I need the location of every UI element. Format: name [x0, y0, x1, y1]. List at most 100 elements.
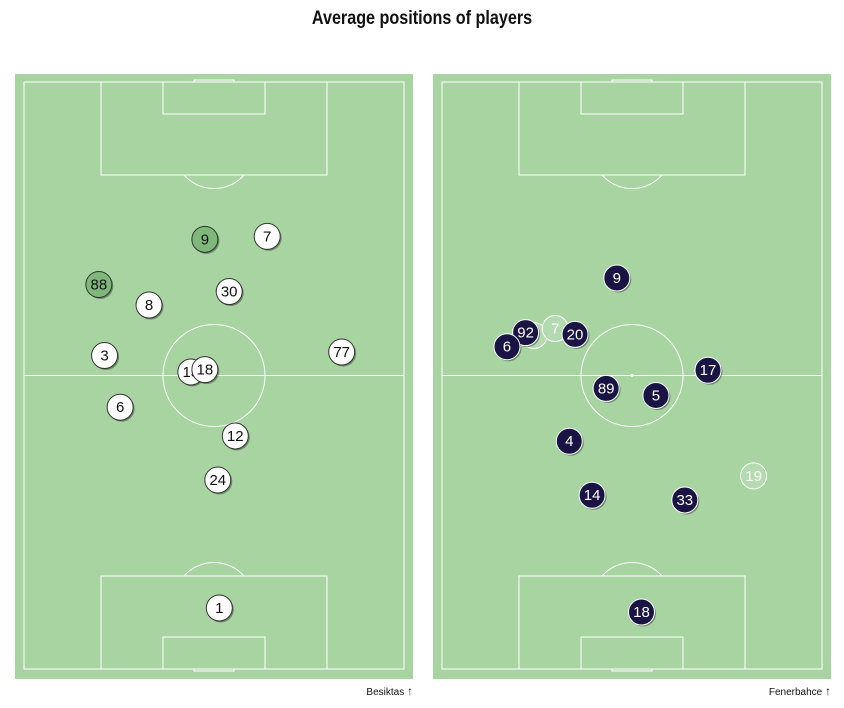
goal-area-top	[580, 81, 684, 115]
team-caption-fenerbahce: Fenerbahce ↑	[769, 684, 831, 698]
player-number: 18	[197, 362, 214, 379]
center-circle	[580, 324, 684, 427]
team-name-label: Besiktas	[366, 687, 405, 698]
marker-circle	[694, 356, 722, 384]
marker-circle	[204, 466, 232, 494]
player-marker-18: 18	[191, 356, 220, 385]
player-number: 33	[676, 492, 693, 509]
player-number: 9	[201, 231, 209, 248]
player-number: 7	[551, 321, 559, 338]
marker-circle	[328, 338, 356, 366]
penalty-box-top	[100, 81, 328, 176]
player-marker-18: 18	[628, 598, 656, 627]
pitch-lines	[441, 79, 823, 672]
player-marker-9: 9	[191, 225, 220, 254]
penalty-arc-top	[183, 174, 245, 189]
player-marker-6: 6	[106, 393, 135, 422]
player-marker-89: 89	[592, 374, 621, 403]
goal-area-bottom	[162, 636, 266, 670]
center-circle	[162, 324, 266, 427]
player-markers: 9879220617895419143318	[493, 264, 768, 627]
player-number: 4	[565, 433, 573, 450]
marker-circle	[592, 374, 620, 402]
player-number: 3	[100, 348, 108, 365]
marker-circle	[561, 320, 589, 348]
player-marker-5: 5	[642, 381, 671, 410]
player-number: 30	[221, 284, 238, 301]
goal-top	[611, 79, 653, 83]
marker-circle	[253, 222, 281, 250]
marker-circle	[671, 486, 699, 514]
player-number: 88	[91, 277, 108, 294]
chart-title: Average positions of players	[311, 8, 533, 29]
marker-circle	[215, 278, 243, 306]
team-name-label: Fenerbahce	[768, 687, 823, 698]
penalty-arc-top	[601, 174, 663, 189]
penalty-box-bottom	[100, 575, 328, 670]
player-number: 77	[333, 344, 350, 361]
marker-circle	[740, 462, 768, 490]
player-number: 1	[215, 600, 223, 617]
player-number: 12	[227, 428, 244, 445]
player-marker-8: 8	[135, 291, 164, 320]
penalty-arc-bottom	[183, 562, 245, 577]
pitch-fenerbahce: 9879220617895419143318	[433, 74, 831, 679]
player-number: 19	[745, 468, 762, 485]
marker-circle	[493, 333, 521, 361]
marker-circle	[91, 342, 119, 370]
marker-circle	[205, 594, 233, 622]
player-number: 8	[145, 297, 153, 314]
team-caption-besiktas: Besiktas ↑	[366, 684, 413, 698]
penalty-arc-bottom	[601, 562, 663, 577]
pitch-besiktas: 9 7 88 30 8 3 77 13 18 6 12 24 1	[15, 74, 413, 679]
player-marker-30: 30	[215, 278, 244, 307]
player-number: 18	[633, 604, 650, 621]
player-marker-4: 4	[555, 427, 584, 456]
goal-bottom	[611, 668, 653, 672]
player-number: 9	[613, 270, 621, 287]
marker-circle	[191, 225, 219, 253]
player-marker-7: 7	[253, 222, 282, 251]
marker-circle	[642, 381, 670, 409]
goal-bottom	[193, 668, 235, 672]
player-marker-17: 17	[694, 356, 723, 385]
player-marker-6: 6	[493, 333, 522, 362]
marker-circle	[555, 427, 583, 455]
player-marker-77: 77	[328, 338, 357, 367]
penalty-box-bottom	[518, 575, 746, 670]
marker-circle	[135, 291, 163, 319]
player-number: 20	[567, 326, 584, 343]
marker-circle	[106, 393, 134, 421]
player-number: 17	[700, 362, 717, 379]
marker-circle	[512, 319, 540, 347]
player-marker-33: 33	[671, 486, 700, 515]
marker-circle	[603, 264, 631, 292]
player-number: 5	[652, 387, 660, 404]
player-marker-12: 12	[221, 422, 250, 451]
player-number: 6	[503, 339, 511, 356]
goal-area-bottom	[580, 636, 684, 670]
player-number: 6	[116, 399, 124, 416]
marker-circle	[578, 481, 606, 509]
player-marker-88: 88	[85, 271, 114, 300]
arrow-up-icon: ↑	[407, 684, 413, 698]
player-marker-19: 19	[740, 462, 768, 490]
marker-circle	[221, 422, 249, 450]
marker-circle	[628, 598, 655, 626]
marker-circle	[85, 271, 113, 299]
arrow-up-icon: ↑	[825, 684, 831, 698]
goal-area-top	[162, 81, 266, 115]
player-marker-14: 14	[578, 481, 607, 510]
player-number: 89	[598, 380, 615, 397]
player-marker-92: 92	[512, 319, 541, 348]
player-number: 92	[517, 325, 534, 342]
center-spot	[630, 374, 634, 377]
goal-top	[193, 79, 235, 83]
pitch-lines	[23, 79, 405, 672]
penalty-box-top	[518, 81, 746, 176]
player-marker-1: 1	[205, 594, 234, 623]
player-number: 7	[263, 228, 271, 245]
player-marker-20: 20	[561, 320, 590, 349]
player-number: 14	[584, 487, 601, 504]
